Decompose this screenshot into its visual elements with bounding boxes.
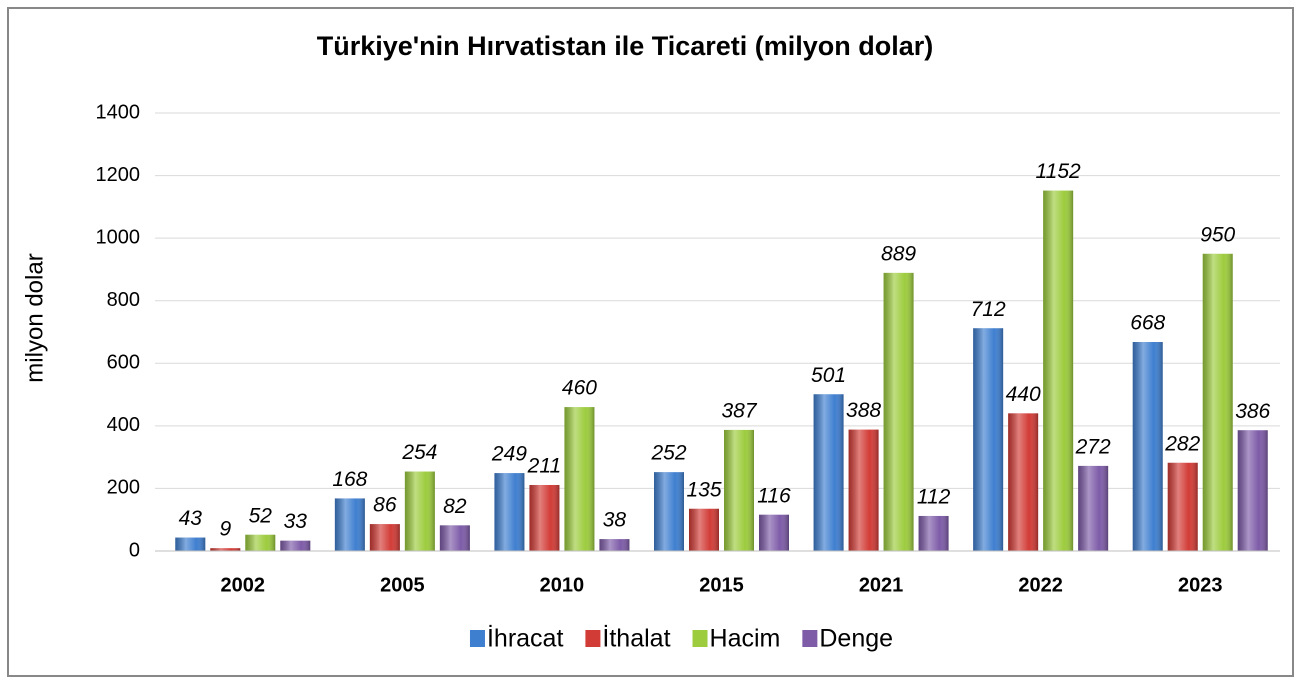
- data-label: 86: [373, 494, 397, 517]
- data-label: 252: [650, 442, 686, 465]
- data-label: 1152: [1036, 160, 1081, 183]
- legend-label: Denge: [819, 625, 893, 653]
- data-label: 116: [757, 484, 791, 507]
- bar-shine: [689, 508, 719, 551]
- bar-shine: [599, 539, 630, 551]
- bar-shine: [369, 524, 400, 551]
- y-tick-label: 400: [107, 414, 140, 436]
- chart-title: Türkiye'nin Hırvatistan ile Ticareti (mi…: [317, 31, 934, 61]
- legend-swatch: [802, 630, 818, 647]
- data-label: 168: [332, 468, 367, 491]
- y-tick-label: 1000: [96, 226, 141, 248]
- bar-shine: [1132, 342, 1163, 551]
- bar-shine: [1202, 253, 1233, 552]
- data-label: 82: [443, 495, 467, 518]
- bar-shine: [724, 429, 754, 551]
- legend-swatch: [469, 630, 485, 647]
- data-label: 52: [249, 504, 273, 527]
- data-label: 272: [1075, 435, 1111, 458]
- bar-shine: [334, 498, 365, 551]
- bar-shine: [973, 328, 1004, 551]
- bar-shine: [529, 484, 560, 551]
- bar-shine: [245, 534, 276, 551]
- legend-swatch: [585, 630, 601, 647]
- bar-shine: [175, 537, 206, 551]
- data-label: 950: [1200, 223, 1235, 246]
- x-tick-label: 2021: [859, 574, 904, 596]
- x-tick-label: 2023: [1178, 574, 1223, 596]
- legend-swatch: [692, 630, 708, 647]
- bar-shine: [813, 394, 844, 551]
- y-tick-label: 0: [129, 539, 140, 561]
- bar-shine: [759, 514, 789, 551]
- x-tick-label: 2010: [540, 574, 585, 596]
- bar-shine: [564, 407, 595, 551]
- data-label: 668: [1130, 312, 1165, 335]
- data-label: 43: [179, 507, 203, 530]
- y-tick-label: 600: [107, 352, 140, 374]
- y-tick-label: 1400: [96, 101, 141, 123]
- data-label: 387: [721, 399, 757, 422]
- bar-shine: [1237, 430, 1268, 551]
- bar-shine: [883, 272, 914, 551]
- data-label: 33: [284, 510, 308, 533]
- y-tick-label: 800: [107, 289, 140, 311]
- bar-shine: [848, 429, 879, 551]
- bar-shine: [654, 472, 684, 551]
- x-tick-label: 2002: [221, 574, 266, 596]
- data-label: 9: [219, 518, 231, 541]
- x-tick-label: 2022: [1018, 574, 1063, 596]
- bar-shine: [280, 540, 311, 551]
- data-label: 388: [846, 399, 881, 422]
- bar-shine: [1008, 413, 1039, 551]
- data-label: 889: [881, 242, 916, 265]
- bar-shine: [1078, 465, 1109, 551]
- data-label: 501: [811, 364, 846, 387]
- data-label: 135: [686, 478, 721, 501]
- data-label: 460: [562, 377, 597, 400]
- bar-shine: [1043, 190, 1074, 552]
- y-axis-label: milyon dolar: [21, 253, 48, 382]
- data-label: 712: [971, 298, 1006, 321]
- data-label: 211: [527, 455, 561, 478]
- x-tick-label: 2005: [380, 574, 425, 596]
- bar-shine: [404, 471, 435, 551]
- data-label: 38: [603, 509, 627, 532]
- chart-border: [7, 7, 1294, 677]
- bar-shine: [918, 515, 949, 551]
- bar-shine: [494, 473, 525, 551]
- legend-label: Hacim: [710, 625, 781, 653]
- data-label: 249: [491, 443, 527, 466]
- data-label: 282: [1164, 432, 1200, 455]
- data-label: 386: [1235, 400, 1270, 423]
- legend-label: İthalat: [602, 624, 670, 653]
- y-tick-label: 1200: [96, 164, 141, 186]
- legend-label: İhracat: [487, 624, 563, 653]
- data-label: 440: [1006, 383, 1041, 406]
- bar-shine: [439, 525, 470, 551]
- bar-shine: [1167, 462, 1198, 551]
- bar-shine: [210, 548, 241, 551]
- x-tick-label: 2015: [699, 574, 744, 596]
- y-tick-label: 200: [107, 477, 140, 499]
- data-label: 254: [401, 441, 437, 464]
- data-label: 112: [917, 486, 951, 509]
